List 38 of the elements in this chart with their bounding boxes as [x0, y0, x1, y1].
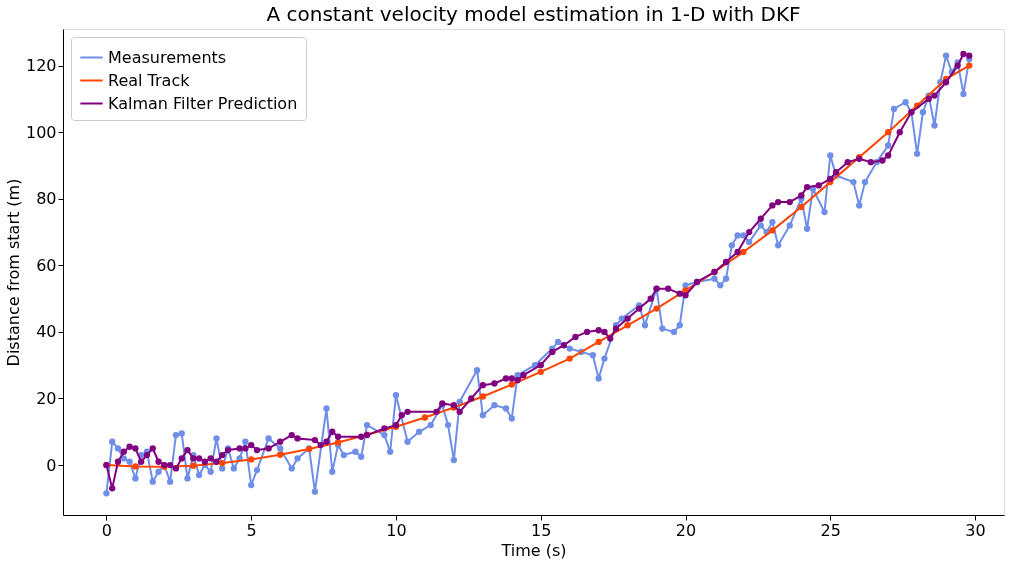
y-tick-label: 80: [36, 189, 57, 209]
point: [566, 355, 573, 362]
point: [508, 381, 515, 388]
legend-label: Measurements: [108, 47, 227, 67]
y-tick-label: 60: [36, 255, 57, 275]
legend-label: Real Track: [108, 70, 191, 90]
point: [653, 305, 660, 312]
point: [595, 338, 602, 346]
point: [479, 393, 486, 400]
y-axis-title: Distance from start (m): [3, 178, 23, 367]
point: [132, 463, 139, 470]
x-tick-label: 0: [101, 520, 113, 540]
point: [421, 414, 429, 421]
point: [624, 322, 631, 329]
point: [219, 459, 226, 467]
x-axis-title: Time (s): [500, 540, 567, 560]
y-tick-label: 100: [25, 122, 57, 142]
y-tick-label: 120: [25, 56, 57, 76]
x-tick-label: 20: [675, 520, 697, 540]
x-tick-label: 25: [820, 520, 841, 540]
point: [537, 368, 544, 376]
chart-title: A constant velocity model estimation in 1-D with DKF: [266, 2, 801, 26]
point: [885, 129, 892, 136]
point: [248, 456, 255, 463]
y-tick-label: 40: [36, 322, 57, 342]
x-tick-label: 15: [531, 520, 552, 540]
point: [769, 227, 776, 234]
point: [798, 203, 805, 211]
point: [276, 451, 284, 458]
point: [190, 462, 197, 469]
y-tick-label: 0: [46, 455, 57, 475]
point: [966, 62, 973, 69]
x-tick-label: 10: [386, 520, 407, 540]
x-tick-label: 5: [246, 520, 257, 540]
y-tick-label: 20: [36, 388, 57, 408]
point: [740, 248, 747, 256]
legend-label: Kalman Filter Prediction: [108, 93, 298, 113]
x-tick-label: 30: [965, 520, 986, 540]
